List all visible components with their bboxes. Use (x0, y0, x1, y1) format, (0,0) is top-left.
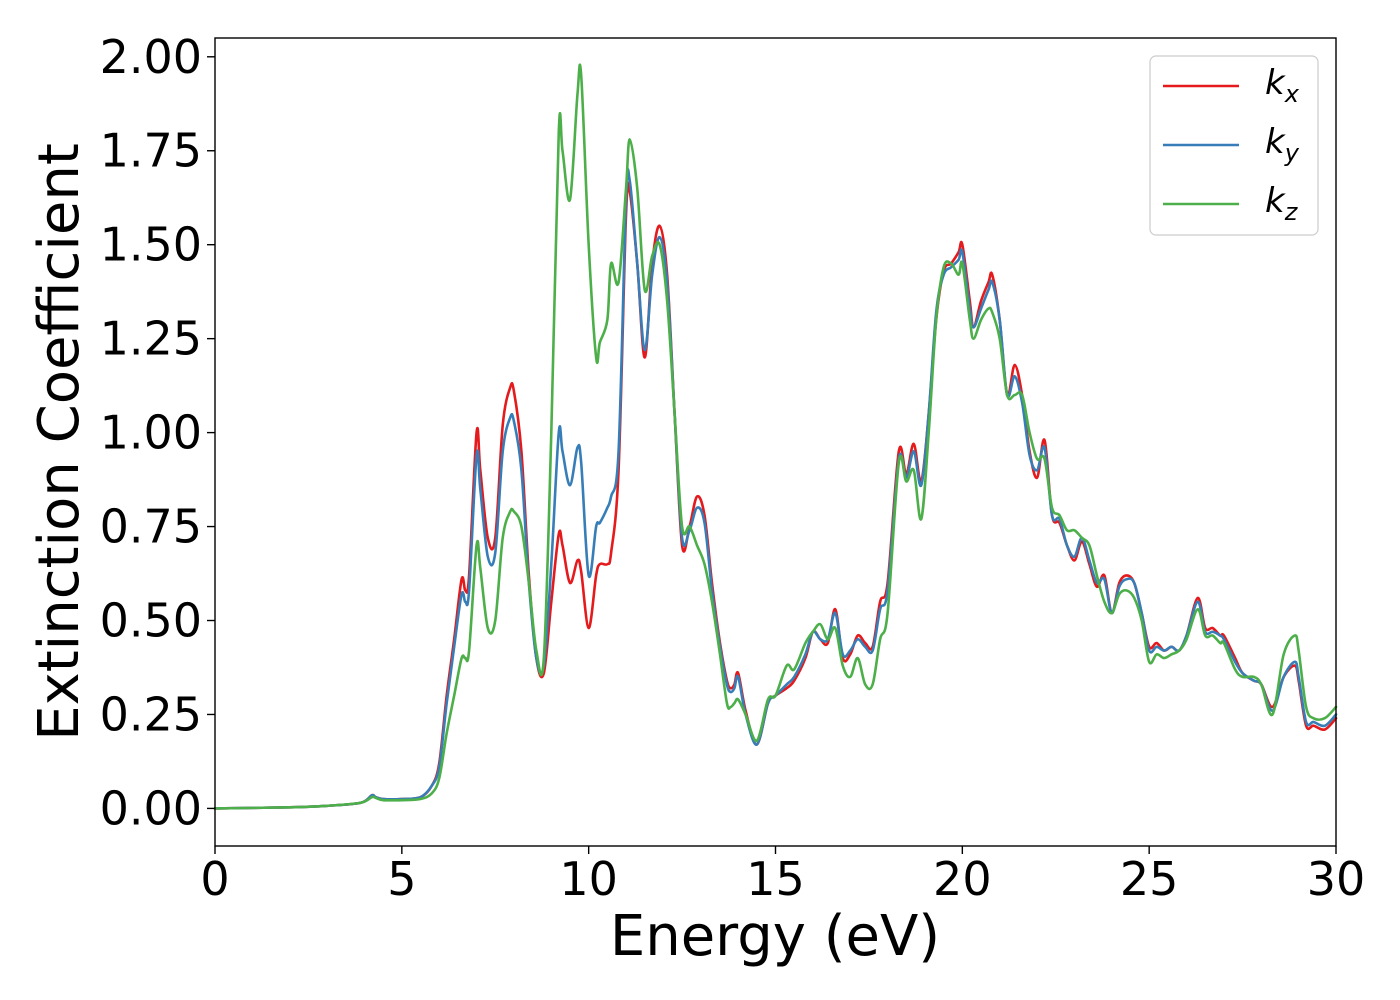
y-tick-label: 2.00 (100, 30, 202, 84)
y-tick-label: 0.50 (100, 594, 202, 648)
series-line-z (213, 63, 1338, 810)
x-tick-label: 5 (387, 852, 416, 906)
legend-entries: kx ky kz (1163, 63, 1300, 226)
x-tick-label: 15 (746, 852, 805, 906)
y-tick-label: 1.75 (100, 124, 202, 178)
x-tick-label: 0 (200, 852, 229, 906)
x-axis-title: Energy (eV) (610, 904, 940, 969)
y-tick-label: 0.75 (100, 500, 202, 554)
series-line-y (213, 168, 1338, 810)
x-tick-label: 20 (933, 852, 992, 906)
x-tick-label: 10 (559, 852, 618, 906)
series-line-x (213, 181, 1338, 810)
x-tick-label: 30 (1307, 852, 1366, 906)
legend-label-y: ky (1265, 122, 1300, 167)
y-axis-title: Extinction Coefficient (27, 143, 92, 741)
legend: kx ky kz (1149, 55, 1319, 236)
y-tick-label: 0.00 (100, 781, 202, 835)
series-layer (213, 63, 1338, 810)
y-tick-label: 0.25 (100, 687, 202, 741)
legend-label-x: kx (1265, 63, 1300, 108)
y-axis: 0.00 0.25 0.50 0.75 1.00 1.25 1.50 1.75 2.00 (100, 30, 215, 835)
y-tick-label: 1.25 (100, 312, 202, 366)
x-tick-label: 25 (1120, 852, 1179, 906)
legend-label-z: kz (1265, 181, 1299, 226)
x-axis: 0 5 10 15 20 25 30 (200, 846, 1365, 906)
y-tick-label: 1.00 (100, 406, 202, 460)
y-tick-label: 1.50 (100, 218, 202, 272)
